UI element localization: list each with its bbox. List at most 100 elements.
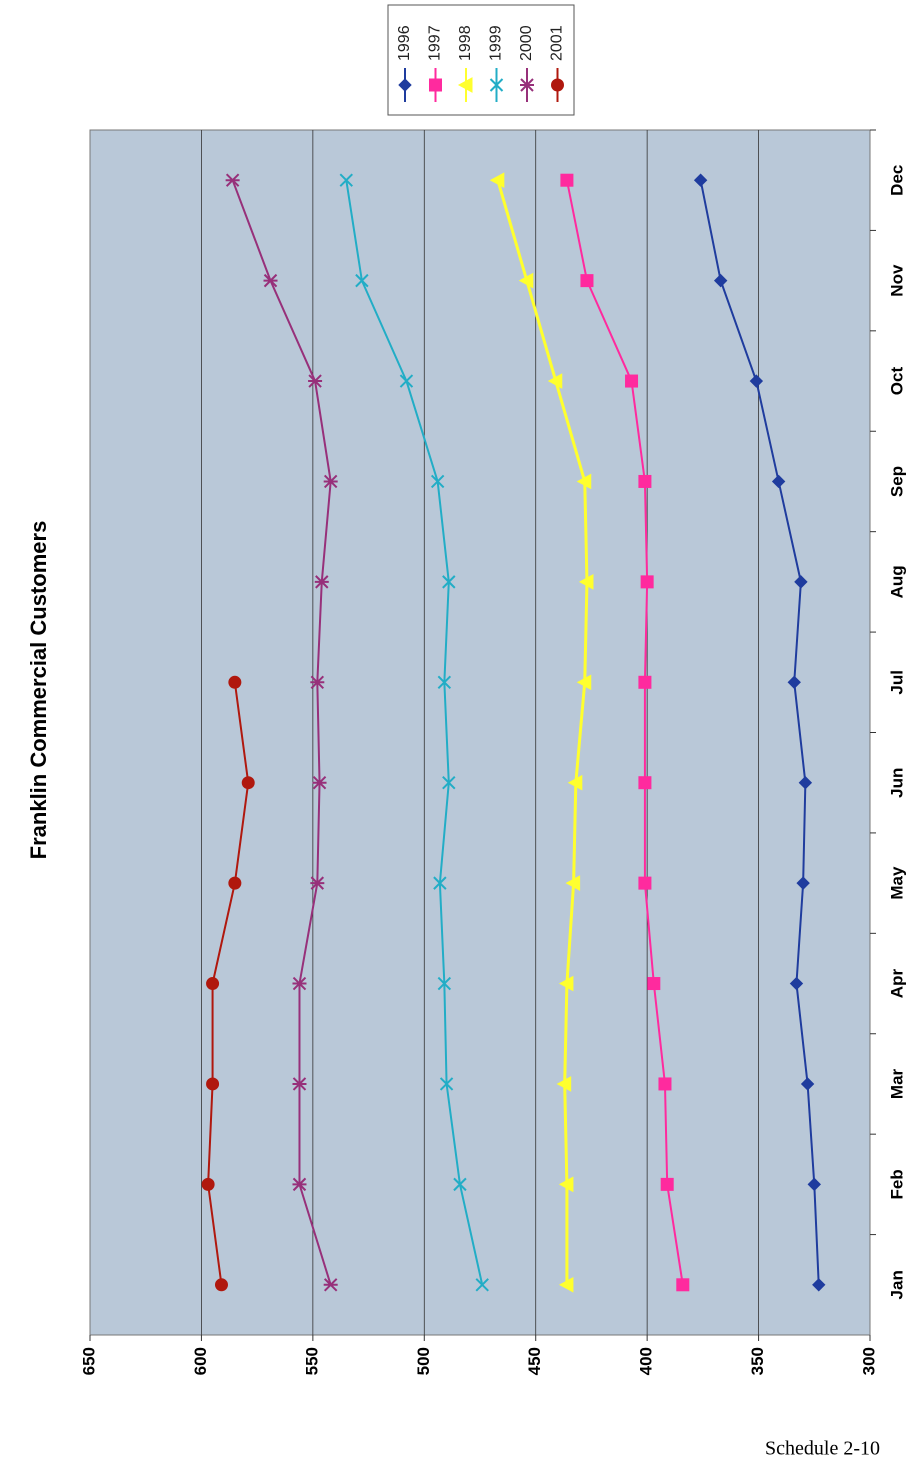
marker xyxy=(225,173,240,187)
marker xyxy=(323,474,338,489)
series-line xyxy=(231,179,332,1286)
marker xyxy=(558,1176,574,1193)
marker xyxy=(713,273,728,288)
marker xyxy=(263,273,278,288)
footer: Schedule 2-10 xyxy=(765,1438,880,1460)
marker xyxy=(800,1077,815,1091)
marker xyxy=(798,776,813,790)
marker xyxy=(201,1177,215,1191)
marker xyxy=(518,272,534,289)
marker xyxy=(578,574,594,590)
marker xyxy=(457,77,473,93)
marker xyxy=(453,1177,467,1192)
marker xyxy=(310,675,325,689)
x-tick-label: May xyxy=(887,866,906,900)
y-tick-label: 600 xyxy=(191,1347,210,1375)
series-line xyxy=(345,180,484,1286)
marker xyxy=(676,1278,690,1292)
rotated-chart: Franklin Commercial Customers 300 350 400 4… xyxy=(26,4,906,1375)
x-tick-label: Oct xyxy=(887,367,906,396)
marker xyxy=(787,675,801,689)
marker xyxy=(475,1278,489,1292)
legend-label: 2001 xyxy=(549,25,566,61)
marker xyxy=(398,78,412,92)
marker xyxy=(228,876,242,890)
legend-label: 1999 xyxy=(488,25,505,61)
marker xyxy=(292,976,307,991)
marker xyxy=(430,474,445,489)
y-tick-label: 650 xyxy=(79,1347,98,1375)
marker xyxy=(660,1177,674,1191)
marker xyxy=(796,876,810,890)
x-tick-label: Feb xyxy=(887,1169,906,1199)
series-line xyxy=(565,180,684,1285)
marker xyxy=(547,373,563,389)
x-tick-label: Jan xyxy=(887,1270,906,1299)
marker xyxy=(638,776,652,790)
marker xyxy=(442,776,456,790)
marker xyxy=(433,876,447,890)
marker xyxy=(399,374,414,388)
marker xyxy=(308,374,323,388)
marker xyxy=(807,1177,821,1192)
y-tick-label: 350 xyxy=(748,1347,767,1375)
x-tick-label: Mar xyxy=(887,1068,906,1099)
marker xyxy=(560,173,574,187)
marker xyxy=(241,776,255,790)
marker xyxy=(437,675,452,689)
plot-area xyxy=(89,129,871,1336)
marker xyxy=(789,976,804,991)
x-tick-label: Aug xyxy=(887,565,906,598)
marker xyxy=(292,1177,307,1192)
y-tick-label: 450 xyxy=(525,1347,544,1375)
marker xyxy=(576,674,592,691)
series-line xyxy=(496,179,589,1285)
y-tick-label: 300 xyxy=(859,1347,878,1375)
marker xyxy=(638,876,652,890)
marker xyxy=(576,473,592,490)
marker xyxy=(312,776,327,790)
marker xyxy=(206,977,220,991)
x-tick-label: Apr xyxy=(887,969,906,999)
marker xyxy=(638,474,652,488)
y-tick-label: 500 xyxy=(414,1347,433,1375)
y-tick-label: 400 xyxy=(637,1347,656,1375)
marker xyxy=(771,474,786,489)
marker xyxy=(489,78,504,92)
legend-label: 1998 xyxy=(457,25,474,61)
marker xyxy=(558,975,574,992)
x-tick-label: Dec xyxy=(887,165,906,196)
marker xyxy=(749,374,764,388)
marker xyxy=(292,1077,307,1091)
marker xyxy=(228,675,242,689)
marker xyxy=(355,273,369,288)
marker xyxy=(314,575,329,589)
marker xyxy=(658,1077,672,1091)
marker xyxy=(558,1276,574,1293)
marker xyxy=(339,173,353,187)
marker xyxy=(310,876,325,890)
marker xyxy=(556,1076,572,1092)
legend-label: 2000 xyxy=(518,25,535,61)
marker xyxy=(580,274,594,288)
marker xyxy=(323,1278,338,1292)
marker xyxy=(625,374,639,388)
x-tick-label: Jul xyxy=(887,670,906,695)
marker xyxy=(565,875,581,891)
marker xyxy=(551,78,564,92)
y-tick-label: 550 xyxy=(302,1347,321,1375)
legend-label: 1997 xyxy=(427,25,444,61)
marker xyxy=(812,1278,826,1292)
marker xyxy=(214,1278,228,1292)
marker xyxy=(647,977,661,991)
marker xyxy=(489,172,505,189)
x-tick-label: Nov xyxy=(887,264,906,297)
series-line xyxy=(699,180,820,1285)
marker xyxy=(640,575,654,589)
chart-title: Franklin Commercial Customers xyxy=(26,521,51,860)
marker xyxy=(206,1077,220,1091)
marker xyxy=(520,78,534,92)
x-tick-label: Jun xyxy=(887,768,906,798)
marker xyxy=(638,675,652,689)
